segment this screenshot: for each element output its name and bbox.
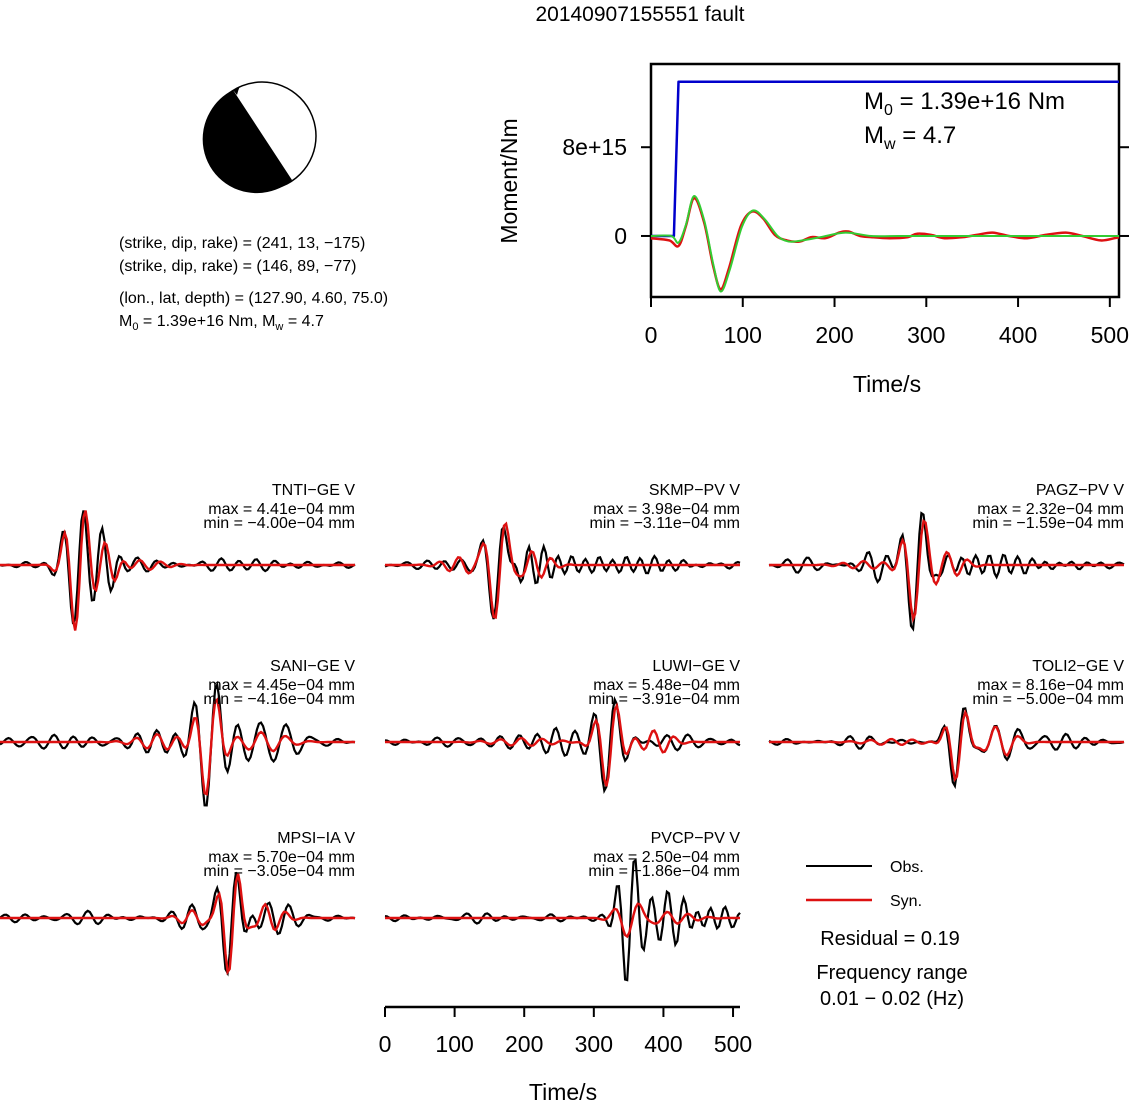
- station-name: TNTI−GE V: [272, 482, 355, 499]
- beachball-icon: [202, 81, 317, 194]
- station-name: PVCP−PV V: [651, 830, 741, 847]
- station-min: min = −4.00e−04 mm: [203, 515, 355, 532]
- station-max: max = 4.41e−04 mm: [208, 501, 355, 518]
- mechanism-info: (strike, dip, rake) = (241, 13, −175) (s…: [119, 235, 388, 333]
- station-min: min = −4.16e−04 mm: [203, 691, 355, 708]
- legend-obs-label: Obs.: [890, 859, 924, 876]
- moment-xlabel: Time/s: [853, 371, 921, 397]
- station-max: max = 5.70e−04 mm: [208, 849, 355, 866]
- station-max: max = 5.48e−04 mm: [593, 677, 740, 694]
- frequency-range-label: Frequency range: [816, 962, 967, 984]
- time-xtick-label: 0: [379, 1031, 392, 1057]
- figure-title: 20140907155551 fault: [535, 3, 744, 26]
- synthetic-waveform: [769, 709, 1124, 783]
- legend-syn-label: Syn.: [890, 893, 922, 910]
- moment-xtick-label: 100: [724, 322, 762, 348]
- frequency-range-value: 0.01 − 0.02 (Hz): [820, 988, 964, 1010]
- synthetic-waveform: [385, 902, 740, 939]
- station-min: min = −1.59e−04 mm: [972, 515, 1124, 532]
- moment-xtick-label: 300: [907, 322, 945, 348]
- moment-m0-label: M0 = 1.39e+16 Nm: [864, 88, 1065, 119]
- observed-waveform: [384, 524, 741, 620]
- moment-mw-label: Mw = 4.7: [864, 122, 956, 153]
- observed-waveform: [0, 871, 356, 977]
- station-max: max = 2.32e−04 mm: [977, 501, 1124, 518]
- moment-plot-frame: [649, 62, 1121, 299]
- time-xtick-label: 200: [505, 1031, 543, 1057]
- station-min: min = −3.91e−04 mm: [588, 691, 740, 708]
- residual-label: Residual = 0.19: [820, 928, 960, 950]
- synthetic-waveform: [0, 697, 355, 796]
- time-xtick-label: 500: [714, 1031, 752, 1057]
- synthetic-waveform: [0, 510, 355, 631]
- moment-ylabel: Moment/Nm: [496, 118, 522, 243]
- station-name: PAGZ−PV V: [1036, 482, 1125, 499]
- station-max: max = 8.16e−04 mm: [977, 677, 1124, 694]
- observed-waveform: [768, 707, 1125, 790]
- time-axis: Time/s 0 100 200 300 400 500: [379, 1005, 752, 1103]
- moment-xtick-label: 400: [999, 322, 1037, 348]
- legend: Obs. Syn. Residual = 0.19 Frequency rang…: [806, 859, 968, 1010]
- station-max: max = 4.45e−04 mm: [208, 677, 355, 694]
- synthetic-waveform: [385, 521, 740, 620]
- time-xtick-label: 300: [575, 1031, 613, 1057]
- moment-ytick-label: 0: [614, 223, 627, 249]
- time-axis-label: Time/s: [529, 1079, 597, 1103]
- station-min: min = −1.86e−04 mm: [588, 863, 740, 880]
- synthetic-waveform: [0, 873, 355, 976]
- moment-rate-panel: 0 8e+15 0 100 200 300 400 500 Moment/Nm Time/s…: [496, 62, 1129, 397]
- moment-xtick-label: 200: [815, 322, 853, 348]
- moment-rate-line: [650, 197, 1120, 291]
- station-name: TOLI2−GE V: [1032, 658, 1124, 675]
- nodal-plane-2: (strike, dip, rake) = (146, 89, −77): [119, 258, 356, 275]
- time-xtick-label: 100: [435, 1031, 473, 1057]
- moment-xtick-label: 0: [645, 322, 658, 348]
- observed-waveform: [384, 695, 741, 794]
- moment-ytick-label: 8e+15: [562, 134, 627, 160]
- synthetic-waveform: [385, 702, 740, 787]
- synthetic-waveform: [769, 518, 1124, 624]
- station-name: MPSI−IA V: [277, 830, 355, 847]
- moment-rate-fit-line: [650, 195, 1119, 293]
- time-xtick-label: 400: [644, 1031, 682, 1057]
- station-name: SKMP−PV V: [649, 482, 740, 499]
- moment-xtick-label: 500: [1091, 322, 1129, 348]
- station-min: min = −5.00e−04 mm: [972, 691, 1124, 708]
- station-name: LUWI−GE V: [652, 658, 740, 675]
- station-min: min = −3.05e−04 mm: [203, 863, 355, 880]
- station-max: max = 2.50e−04 mm: [593, 849, 740, 866]
- station-min: min = −3.11e−04 mm: [590, 515, 740, 532]
- station-max: max = 3.98e−04 mm: [593, 501, 740, 518]
- location-depth: (lon., lat, depth) = (127.90, 4.60, 75.0…: [119, 290, 388, 307]
- moment-magnitude-line: M0 = 1.39e+16 Nm, Mw = 4.7: [119, 313, 324, 333]
- nodal-plane-1: (strike, dip, rake) = (241, 13, −175): [119, 235, 365, 252]
- station-name: SANI−GE V: [270, 658, 355, 675]
